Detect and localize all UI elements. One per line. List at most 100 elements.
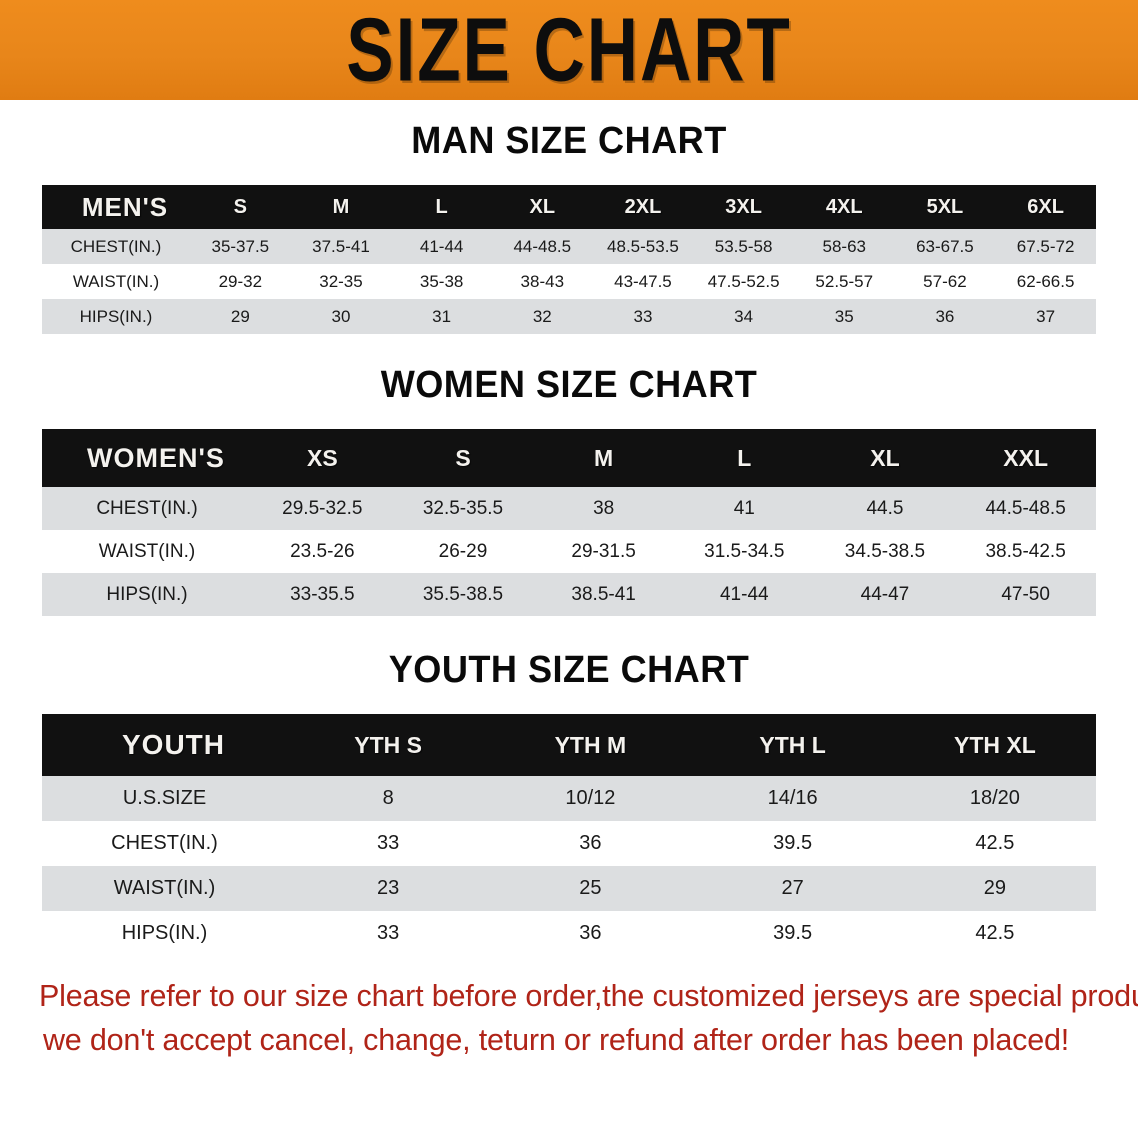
youth-waist-m: 25	[579, 877, 602, 899]
youth-size-table-wrapper: YOUTH YTH S YTH M YTH L YTH XL U.S.SIZE …	[42, 714, 1096, 956]
youth-row-label-chest: CHEST(IN.)	[111, 832, 218, 854]
women-hips-l: 41-44	[719, 583, 769, 605]
man-hips-6xl: 37	[1036, 306, 1056, 326]
table-row: WAIST(IN.) 23 25 27 29	[42, 866, 1096, 911]
women-waist-xl: 34.5-38.5	[844, 540, 926, 562]
man-row-label-chest: CHEST(IN.)	[70, 236, 162, 256]
youth-row-label-waist: WAIST(IN.)	[113, 877, 216, 899]
man-size-table-wrapper: MEN'S S M L XL 2XL 3XL 4XL 5XL 6XL CHEST…	[42, 185, 1096, 334]
women-size-table: WOMEN'S XS S M L XL XXL CHEST(IN.) 29.5-…	[42, 429, 1096, 616]
man-hips-2xl: 33	[633, 306, 653, 326]
women-hips-xs: 33-35.5	[290, 583, 355, 605]
man-chest-4xl: 58-63	[822, 236, 866, 256]
man-column-header-s: S	[233, 195, 247, 218]
man-waist-3xl: 47.5-52.5	[707, 271, 780, 291]
man-chest-s: 35-37.5	[211, 236, 270, 256]
table-row: CHEST(IN.) 35-37.5 37.5-41 41-44 44-48.5…	[42, 229, 1096, 264]
women-waist-xs: 23.5-26	[290, 540, 355, 562]
youth-section-title: YOUTH SIZE CHART	[388, 649, 750, 691]
youth-ussize-s: 8	[382, 787, 394, 809]
table-row: CHEST(IN.) 33 36 39.5 42.5	[42, 821, 1096, 866]
man-hips-s: 29	[230, 306, 250, 326]
man-column-header-xl: XL	[529, 195, 556, 218]
banner-title: SIZE CHART	[346, 0, 792, 101]
man-hips-l: 31	[432, 306, 452, 326]
man-section-title: MAN SIZE CHART	[411, 120, 727, 162]
youth-hips-xl: 42.5	[975, 922, 1015, 944]
table-row: WAIST(IN.) 23.5-26 26-29 29-31.5 31.5-34…	[42, 530, 1096, 573]
man-hips-5xl: 36	[935, 306, 955, 326]
women-section-title: WOMEN SIZE CHART	[380, 364, 758, 406]
man-corner-label: MEN'S	[81, 191, 169, 222]
table-row: WAIST(IN.) 29-32 32-35 35-38 38-43 43-47…	[42, 264, 1096, 299]
man-column-header-5xl: 5XL	[926, 195, 964, 218]
man-waist-m: 32-35	[319, 271, 363, 291]
table-row: HIPS(IN.) 33 36 39.5 42.5	[42, 911, 1096, 956]
women-column-header-m: M	[594, 444, 614, 471]
women-hips-m: 38.5-41	[571, 583, 636, 605]
women-row-label-hips: HIPS(IN.)	[106, 583, 188, 605]
man-column-header-2xl: 2XL	[624, 195, 662, 218]
disclaimer-line-2: we don't accept cancel, change, teturn o…	[42, 1022, 1070, 1057]
man-waist-2xl: 43-47.5	[614, 271, 672, 291]
women-column-header-xs: XS	[306, 444, 338, 471]
man-hips-xl: 32	[532, 306, 552, 326]
youth-row-label-hips: HIPS(IN.)	[121, 922, 208, 944]
man-chest-xl: 44-48.5	[513, 236, 572, 256]
women-column-header-xxl: XXL	[1003, 444, 1048, 471]
women-row-label-waist: WAIST(IN.)	[98, 540, 196, 562]
man-column-header-4xl: 4XL	[825, 195, 863, 218]
man-size-table: MEN'S S M L XL 2XL 3XL 4XL 5XL 6XL CHEST…	[42, 185, 1096, 334]
youth-chest-xl: 42.5	[975, 832, 1015, 854]
order-policy-disclaimer: Please refer to our size chart before or…	[39, 974, 1138, 1062]
youth-chest-m: 36	[579, 832, 602, 854]
women-column-header-xl: XL	[870, 444, 900, 471]
man-waist-5xl: 57-62	[923, 271, 967, 291]
man-hips-4xl: 35	[834, 306, 854, 326]
youth-column-header-l: YTH L	[759, 731, 826, 758]
women-chest-xs: 29.5-32.5	[282, 497, 363, 519]
youth-hips-m: 36	[579, 922, 602, 944]
youth-waist-l: 27	[781, 877, 804, 899]
man-waist-4xl: 52.5-57	[815, 271, 874, 291]
man-chest-5xl: 63-67.5	[916, 236, 974, 256]
women-chest-xl: 44.5	[866, 497, 904, 519]
women-table-header-row: WOMEN'S XS S M L XL XXL	[42, 429, 1096, 487]
man-waist-s: 29-32	[218, 271, 263, 291]
man-chest-m: 37.5-41	[312, 236, 370, 256]
man-table-header-row: MEN'S S M L XL 2XL 3XL 4XL 5XL 6XL	[42, 185, 1096, 229]
youth-hips-s: 33	[377, 922, 400, 944]
man-waist-xl: 38-43	[520, 271, 565, 291]
man-column-header-3xl: 3XL	[725, 195, 762, 218]
man-chest-l: 41-44	[419, 236, 464, 256]
youth-ussize-xl: 18/20	[969, 787, 1020, 809]
disclaimer-line-1: Please refer to our size chart before or…	[39, 978, 1138, 1013]
women-waist-l: 31.5-34.5	[704, 540, 785, 562]
youth-hips-l: 39.5	[773, 922, 813, 944]
women-column-header-s: S	[455, 444, 471, 471]
youth-ussize-m: 10/12	[565, 787, 616, 809]
man-hips-m: 30	[331, 306, 351, 326]
man-row-label-waist: WAIST(IN.)	[72, 271, 160, 291]
women-chest-l: 41	[733, 497, 755, 519]
women-hips-xxl: 47-50	[1001, 583, 1050, 605]
youth-waist-s: 23	[377, 877, 400, 899]
women-waist-xxl: 38.5-42.5	[985, 540, 1066, 562]
youth-ussize-l: 14/16	[767, 787, 818, 809]
youth-corner-label: YOUTH	[122, 729, 225, 760]
youth-size-table: YOUTH YTH S YTH M YTH L YTH XL U.S.SIZE …	[42, 714, 1096, 956]
youth-column-header-s: YTH S	[354, 731, 422, 758]
women-hips-s: 35.5-38.5	[422, 583, 504, 605]
table-row: HIPS(IN.) 29 30 31 32 33 34 35 36 37	[42, 299, 1096, 334]
man-column-header-l: L	[435, 195, 448, 218]
man-column-header-m: M	[332, 195, 350, 218]
women-row-label-chest: CHEST(IN.)	[96, 497, 198, 519]
youth-chest-l: 39.5	[773, 832, 813, 854]
man-row-label-hips: HIPS(IN.)	[79, 306, 153, 326]
women-chest-m: 38	[593, 497, 615, 519]
women-corner-label: WOMEN'S	[87, 442, 225, 473]
youth-table-header-row: YOUTH YTH S YTH M YTH L YTH XL	[42, 714, 1096, 776]
women-chest-s: 32.5-35.5	[422, 497, 504, 519]
man-waist-6xl: 62-66.5	[1016, 271, 1075, 291]
women-waist-s: 26-29	[438, 540, 488, 562]
